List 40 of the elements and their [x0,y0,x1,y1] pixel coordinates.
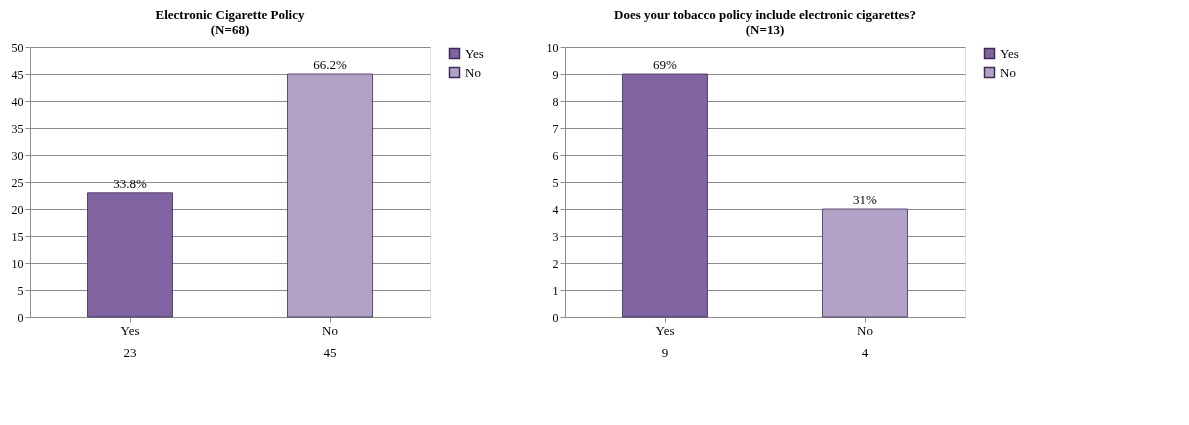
y-tick-label: 35 [11,121,24,136]
annotation: 66.2% [313,57,347,72]
y-tick-label: 6 [552,148,559,163]
y-tick-label: 1 [552,283,559,298]
legend-label: Yes [465,45,484,61]
y-tick-label: 15 [11,229,24,244]
x-tick-label: No [857,322,873,338]
y-tick-label: 4 [552,202,559,217]
y-tick-label: 50 [11,40,24,55]
legend-label: No [465,64,481,80]
y-tick-label: 9 [552,67,559,82]
y-tick-label: 5 [552,175,559,190]
y-tick-label: 7 [552,121,559,136]
y-tick-label: 0 [552,310,559,325]
data-label: 4 [861,345,869,360]
y-tick-label: 3 [552,229,559,244]
x-tick-label: Yes [655,322,675,338]
data-label: 23 [123,345,137,360]
data-label: 45 [323,345,337,360]
y-tick-label: 10 [11,256,24,271]
y-tick-label: 20 [11,202,24,217]
y-tick-label: 0 [17,310,24,325]
chart-title: Electronic Cigarette Policy (N=68) [155,7,305,37]
y-tick-label: 25 [11,175,24,190]
x-tick-label: No [322,322,338,338]
annotation: 31% [853,192,878,207]
y-tick-label: 5 [17,283,24,298]
y-tick-label: 2 [552,256,559,271]
chart-title: Does your tobacco policy include electronic cigarettes? (N=13) [614,7,916,37]
y-tick-label: 40 [11,94,24,109]
y-tick-label: 10 [546,40,559,55]
y-tick-label: 30 [11,148,24,163]
annotation: 69% [653,57,678,72]
data-label: 9 [661,345,669,360]
y-tick-label: 8 [552,94,559,109]
y-tick-label: 45 [11,67,24,82]
x-tick-label: Yes [120,322,140,338]
legend-label: No [1000,64,1016,80]
legend-label: Yes [1000,45,1019,61]
annotation: 33.8% [113,175,147,191]
